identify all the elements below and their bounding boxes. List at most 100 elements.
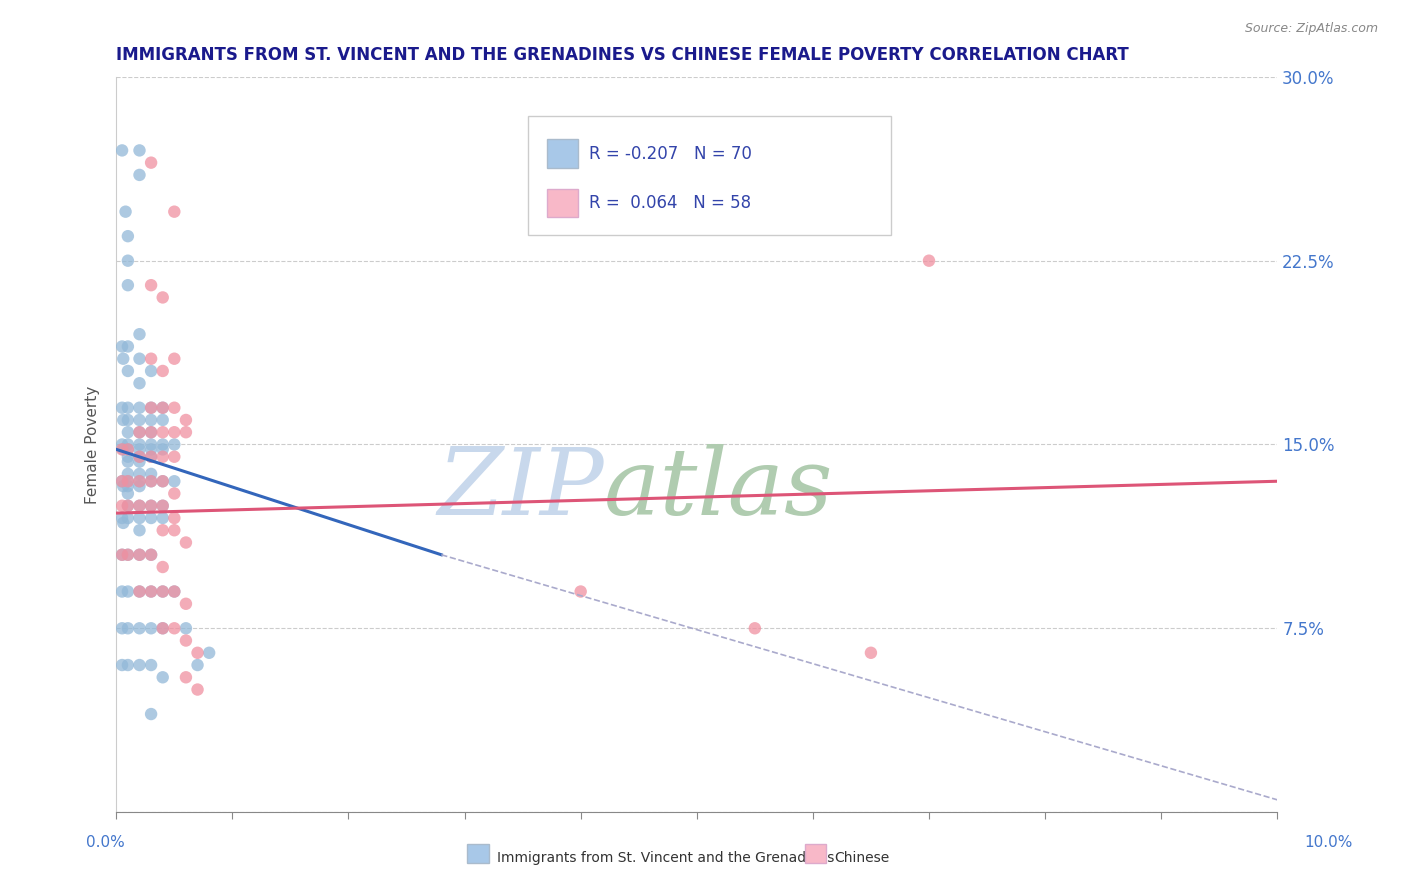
Text: 0.0%: 0.0% [86, 836, 125, 850]
Point [139, 658, 162, 673]
Point [117, 437, 139, 451]
Text: Chinese: Chinese [835, 851, 890, 865]
Point [174, 413, 197, 427]
Point [117, 475, 139, 489]
Point [174, 535, 197, 549]
Point [139, 707, 162, 722]
Point [128, 548, 150, 562]
Point [174, 621, 197, 635]
Point [139, 499, 162, 513]
Point [163, 401, 186, 415]
Point [128, 455, 150, 469]
Point [152, 475, 174, 489]
Point [139, 450, 162, 464]
Text: 10.0%: 10.0% [1305, 836, 1353, 850]
Point [152, 437, 174, 451]
Point [174, 597, 197, 611]
Point [139, 584, 162, 599]
Point [117, 499, 139, 513]
Point [152, 499, 174, 513]
Point [152, 511, 174, 525]
Text: ZIP: ZIP [437, 443, 605, 533]
Point [139, 450, 162, 464]
Point [111, 339, 134, 353]
Point [152, 560, 174, 574]
Point [128, 479, 150, 493]
Point [111, 437, 134, 451]
Point [139, 413, 162, 427]
Point [117, 339, 139, 353]
Point [152, 450, 174, 464]
Point [163, 486, 186, 500]
Point [152, 523, 174, 537]
Point [139, 401, 162, 415]
Point [139, 511, 162, 525]
Point [163, 621, 186, 635]
Point [117, 442, 139, 457]
Point [744, 621, 766, 635]
Point [139, 155, 162, 169]
Point [139, 467, 162, 481]
Point [139, 475, 162, 489]
Point [139, 351, 162, 366]
Point [117, 511, 139, 525]
Point [139, 584, 162, 599]
Point [128, 327, 150, 342]
Point [117, 548, 139, 562]
Text: R = -0.207   N = 70: R = -0.207 N = 70 [589, 145, 752, 162]
Point [139, 499, 162, 513]
Point [128, 351, 150, 366]
Point [111, 548, 134, 562]
Point [117, 658, 139, 673]
Point [152, 442, 174, 457]
Point [112, 413, 135, 427]
Point [163, 450, 186, 464]
Point [128, 523, 150, 537]
Point [117, 584, 139, 599]
Point [128, 511, 150, 525]
Point [117, 499, 139, 513]
Point [139, 548, 162, 562]
Point [139, 425, 162, 440]
Point [117, 475, 139, 489]
Point [152, 401, 174, 415]
Point [186, 646, 208, 660]
Point [163, 511, 186, 525]
Point [139, 475, 162, 489]
Point [152, 670, 174, 684]
Point [163, 437, 186, 451]
Point [111, 144, 134, 158]
Point [198, 646, 221, 660]
Text: atlas: atlas [605, 443, 834, 533]
Point [139, 364, 162, 378]
Point [128, 621, 150, 635]
Point [139, 442, 162, 457]
Point [117, 425, 139, 440]
Point [139, 621, 162, 635]
Point [152, 499, 174, 513]
Point [112, 479, 135, 493]
Point [152, 425, 174, 440]
Point [128, 442, 150, 457]
Text: Source: ZipAtlas.com: Source: ZipAtlas.com [1244, 22, 1378, 36]
Point [128, 413, 150, 427]
Point [186, 658, 208, 673]
Point [139, 437, 162, 451]
Point [111, 442, 134, 457]
Point [117, 467, 139, 481]
Point [117, 548, 139, 562]
Point [152, 621, 174, 635]
Point [128, 401, 150, 415]
Point [117, 621, 139, 635]
Point [117, 479, 139, 493]
Point [128, 548, 150, 562]
Point [152, 401, 174, 415]
Point [152, 621, 174, 635]
Point [152, 413, 174, 427]
Point [139, 548, 162, 562]
Point [163, 584, 186, 599]
Point [163, 523, 186, 537]
Point [918, 253, 941, 268]
Text: R =  0.064   N = 58: R = 0.064 N = 58 [589, 194, 751, 212]
Point [128, 425, 150, 440]
